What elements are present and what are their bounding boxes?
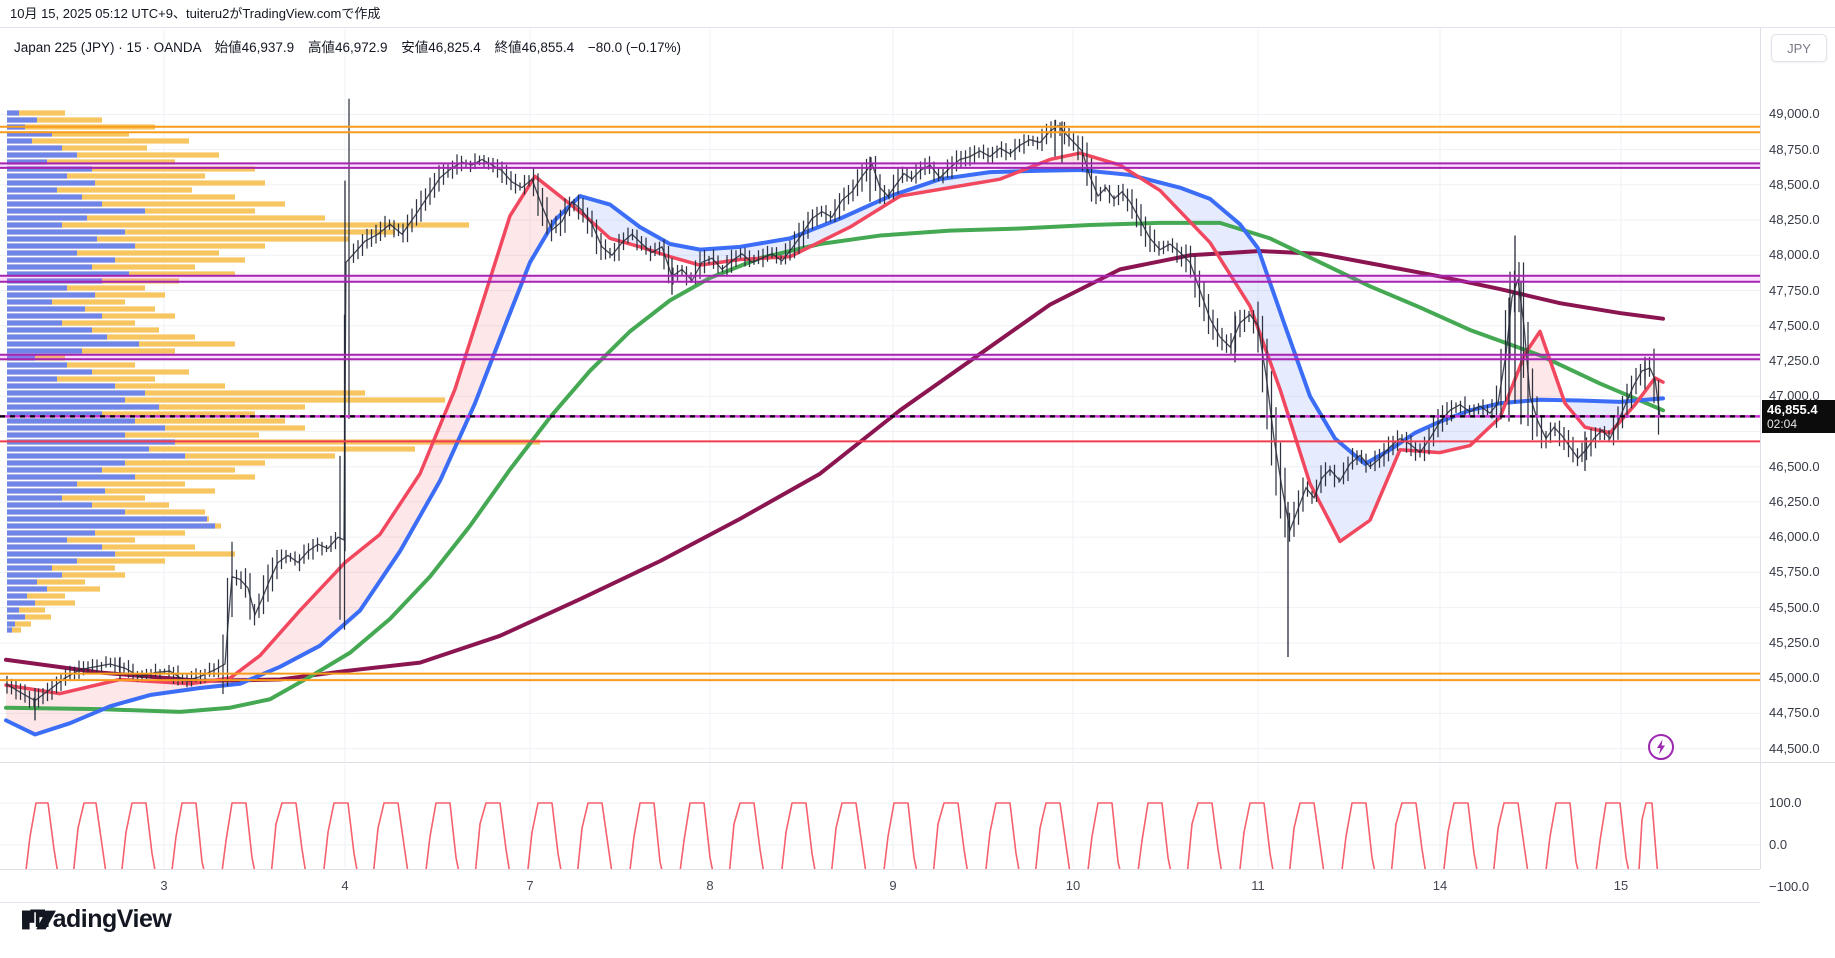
price-axis-label: 45,250.0 <box>1769 634 1820 650</box>
open-label: 始値 <box>214 40 242 55</box>
date-axis-label: 3 <box>160 878 168 893</box>
price-axis-label: 47,000.0 <box>1769 388 1820 404</box>
symbol-legend[interactable]: Japan 225 (JPY) · 15 · OANDA 始値46,937.9 … <box>14 36 681 56</box>
price-axis-label: 46,500.0 <box>1769 458 1820 474</box>
oscillator-axis-label: 100.0 <box>1769 795 1802 810</box>
date-axis-label: 14 <box>1432 878 1448 893</box>
attribution-text: 10月 15, 2025 05:12 UTC+9、tuiteru2がTradin… <box>10 6 381 21</box>
price-axis-label: 45,500.0 <box>1769 599 1820 615</box>
date-axis-label: 8 <box>706 878 714 893</box>
price-axis-label: 49,000.0 <box>1769 106 1820 122</box>
currency-toggle[interactable]: JPY <box>1771 34 1827 62</box>
date-axis-label: 4 <box>341 878 349 893</box>
price-axis-label: 47,500.0 <box>1769 317 1820 333</box>
price-axis-label: 46,250.0 <box>1769 493 1820 509</box>
price-axis-label: 45,750.0 <box>1769 564 1820 580</box>
price-pane[interactable] <box>0 28 1760 763</box>
price-axis-label: 47,250.0 <box>1769 352 1820 368</box>
oscillator-axis-label: 0.0 <box>1769 837 1788 852</box>
close-value: 46,855.4 <box>521 40 575 55</box>
change-value: −80.0 (−0.17%) <box>587 40 681 55</box>
price-axis-label: 44,500.0 <box>1769 740 1820 756</box>
date-axis-label: 9 <box>889 878 897 893</box>
price-axis[interactable]: JPY 46,855.4 02:04 49,000.0 48,750.0 48,50… <box>1760 28 1835 894</box>
tradingview-logo[interactable]: TradingView <box>22 905 172 934</box>
lightning-button[interactable] <box>1646 732 1676 762</box>
price-axis-label: 48,250.0 <box>1769 212 1820 228</box>
price-axis-label: 46,000.0 <box>1769 529 1820 545</box>
time-axis[interactable]: 3 4 7 8 9 10 11 14 15 <box>0 869 1760 903</box>
pane-separator[interactable] <box>0 762 1835 763</box>
chart-frame: Japan 225 (JPY) · 15 · OANDA 始値46,937.9 … <box>0 27 1835 903</box>
price-axis-label: 48,750.0 <box>1769 141 1820 157</box>
price-axis-label: 48,000.0 <box>1769 247 1820 263</box>
low-label: 安値 <box>401 40 429 55</box>
close-label: 終値 <box>494 40 522 55</box>
date-axis-label: 7 <box>526 878 534 893</box>
high-value: 46,972.9 <box>334 40 388 55</box>
open-value: 46,937.9 <box>241 40 295 55</box>
last-price-value: 46,855.4 <box>1767 402 1818 418</box>
tradingview-logo-text: TradingView <box>30 905 172 933</box>
low-value: 46,825.4 <box>428 40 481 55</box>
oscillator-axis-label: −100.0 <box>1769 879 1810 894</box>
lightning-icon <box>1648 734 1674 760</box>
last-price-tag: 46,855.4 02:04 <box>1762 400 1835 434</box>
symbol-title[interactable]: Japan 225 (JPY) · 15 · OANDA <box>14 40 201 55</box>
price-axis-label: 48,500.0 <box>1769 176 1820 192</box>
oscillator-pane[interactable] <box>0 763 1760 869</box>
currency-label: JPY <box>1787 40 1811 56</box>
date-axis-label: 11 <box>1251 878 1265 893</box>
date-axis-label: 15 <box>1613 878 1629 893</box>
high-label: 高値 <box>307 40 335 55</box>
bar-countdown: 02:04 <box>1767 417 1798 432</box>
price-axis-label: 47,750.0 <box>1769 282 1820 298</box>
date-axis-label: 10 <box>1065 878 1081 893</box>
price-axis-label: 45,000.0 <box>1769 670 1820 686</box>
price-axis-label: 44,750.0 <box>1769 705 1820 721</box>
tradingview-logo-icon <box>22 910 56 929</box>
